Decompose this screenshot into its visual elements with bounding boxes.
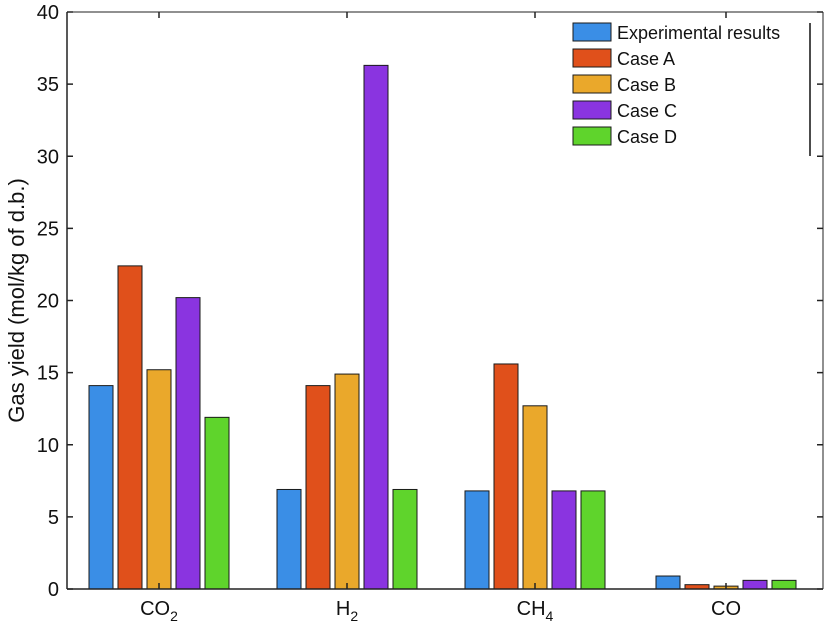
bar-case-b-2 — [522, 405, 548, 590]
legend: Experimental results Case A Case B Case C Ca… — [572, 22, 811, 156]
bar-case-d-1 — [392, 488, 418, 590]
x-tick-label: CO2 — [140, 598, 178, 624]
legend-swatch — [572, 48, 612, 68]
legend-label: Experimental results — [617, 23, 780, 43]
y-tick-label: 30 — [37, 146, 59, 168]
x-tick-label-base: CH — [517, 598, 546, 620]
y-tick-label: 20 — [37, 291, 59, 313]
x-axis-labels: CO2 H2 CH4 CO — [140, 12, 741, 624]
x-tick-label-base: H — [336, 598, 350, 620]
bar-case-a-1 — [305, 385, 331, 590]
bar-experimental-results-3 — [655, 575, 681, 590]
bar-case-d-3 — [771, 579, 797, 590]
x-tick-label-subscript: 2 — [170, 608, 178, 624]
y-tick-label: 0 — [48, 579, 59, 601]
legend-swatch — [572, 126, 612, 146]
bar-case-c-0 — [175, 297, 201, 590]
x-tick-label-base: CO — [711, 598, 741, 620]
legend-label: Case A — [617, 49, 675, 69]
x-tick-label-subscript: 4 — [546, 608, 554, 624]
x-tick-label: CH4 — [517, 598, 554, 624]
x-tick-label-base: CO — [140, 598, 170, 620]
y-tick-label: 15 — [37, 363, 59, 385]
y-tick-label: 35 — [37, 74, 59, 96]
y-tick-label: 40 — [37, 2, 59, 24]
legend-swatch — [572, 100, 612, 120]
bar-case-c-1 — [363, 64, 389, 590]
y-axis-title: Gas yield (mol/kg of d.b.) — [4, 178, 29, 423]
x-tick-label-subscript: 2 — [350, 608, 358, 624]
y-axis-ticks: 0 5 10 15 20 25 30 35 40 — [37, 2, 823, 601]
legend-label: Case B — [617, 75, 676, 95]
bar-experimental-results-0 — [88, 385, 114, 590]
bar-case-b-1 — [334, 373, 360, 590]
bar-case-a-0 — [117, 265, 143, 590]
bar-experimental-results-2 — [464, 490, 490, 590]
bar-experimental-results-1 — [276, 488, 302, 590]
legend-label: Case C — [617, 101, 677, 121]
bar-case-d-0 — [204, 416, 230, 590]
y-tick-label: 5 — [48, 507, 59, 529]
bar-series — [88, 64, 797, 590]
x-tick-label: CO — [711, 598, 741, 620]
bar-case-c-3 — [742, 579, 768, 590]
bar-case-b-0 — [146, 369, 172, 590]
y-tick-label: 10 — [37, 435, 59, 457]
y-tick-label: 25 — [37, 218, 59, 240]
bar-case-c-2 — [551, 490, 577, 590]
legend-label: Case D — [617, 127, 677, 147]
legend-swatch — [572, 22, 612, 42]
bar-case-d-2 — [580, 490, 606, 590]
axes — [66, 11, 824, 590]
legend-swatch — [572, 74, 612, 94]
x-tick-label: H2 — [336, 598, 358, 624]
bar-case-a-2 — [493, 363, 519, 590]
